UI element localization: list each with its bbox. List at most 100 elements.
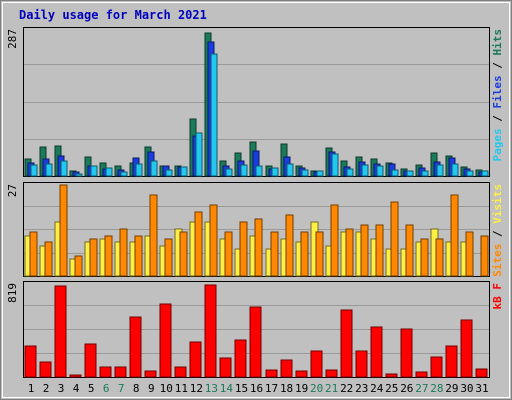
bar-kbf-kb-f-day-12 <box>189 341 202 378</box>
bar-hits-pages-day-21 <box>331 153 339 177</box>
bar-visits-sites-day-30 <box>465 231 474 277</box>
bar-hits-pages-day-15 <box>240 164 248 177</box>
bar-hits-pages-day-19 <box>301 169 309 177</box>
bar-kbf-kb-f-day-17 <box>265 369 278 378</box>
x-tick-label: 10 <box>160 382 173 395</box>
bar-hits-pages-day-31 <box>481 170 489 177</box>
bar-kbf-kb-f-day-2 <box>39 361 52 378</box>
bar-kbf-kb-f-day-7 <box>114 366 127 378</box>
legend-entry-kb-f: kB F <box>491 283 504 310</box>
x-tick-label: 26 <box>400 382 413 395</box>
chart-title: Daily usage for March 2021 <box>19 8 207 22</box>
bar-hits-pages-day-9 <box>150 160 158 177</box>
bar-hits-pages-day-20 <box>316 170 324 177</box>
bar-kbf-kb-f-day-21 <box>325 369 338 378</box>
bar-kbf-kb-f-day-1 <box>24 345 37 378</box>
bar-visits-sites-day-31 <box>480 235 489 277</box>
bar-hits-pages-day-26 <box>406 170 414 177</box>
bar-kbf-kb-f-day-24 <box>370 326 383 378</box>
x-tick-label: 28 <box>430 382 443 395</box>
x-tick-label: 21 <box>325 382 338 395</box>
bar-hits-pages-day-1 <box>30 164 38 177</box>
x-tick-label: 14 <box>220 382 234 395</box>
bar-kbf-kb-f-day-19 <box>295 370 308 378</box>
x-tick-label: 13 <box>205 382 218 395</box>
bar-hits-pages-day-11 <box>180 166 188 177</box>
bar-kbf-kb-f-day-22 <box>340 309 353 378</box>
bar-kbf-kb-f-day-20 <box>310 350 323 378</box>
bar-hits-pages-day-5 <box>90 165 98 177</box>
bar-hits-pages-day-14 <box>225 168 233 177</box>
bar-hits-pages-day-22 <box>346 168 354 177</box>
bar-visits-sites-day-18 <box>285 214 294 277</box>
x-tick-label: 31 <box>475 382 488 395</box>
bar-kbf-kb-f-day-30 <box>460 319 473 378</box>
bar-visits-sites-day-23 <box>360 224 369 277</box>
x-tick-label: 19 <box>295 382 308 395</box>
bar-kbf-kb-f-day-5 <box>84 343 97 378</box>
legend-entry-pages: Pages <box>491 128 504 161</box>
bar-hits-pages-day-27 <box>421 170 429 177</box>
legend-entry-hits: Hits <box>491 29 504 56</box>
x-tick-label: 11 <box>175 382 188 395</box>
bar-kbf-kb-f-day-29 <box>445 345 458 378</box>
x-tick-label: 8 <box>133 382 140 395</box>
bar-visits-sites-day-20 <box>315 231 324 277</box>
bar-visits-sites-day-13 <box>209 204 218 277</box>
x-tick-label: 30 <box>460 382 473 395</box>
panel-hits-max-label: 287 <box>6 29 19 49</box>
bar-kbf-kb-f-day-4 <box>69 374 82 378</box>
legend-separator: / <box>491 224 504 244</box>
bar-visits-sites-day-22 <box>345 228 354 277</box>
bar-hits-pages-day-8 <box>135 163 143 177</box>
bar-kbf-kb-f-day-15 <box>234 339 247 378</box>
x-tick-label: 15 <box>235 382 248 395</box>
x-tick-label: 24 <box>370 382 384 395</box>
bar-visits-sites-day-6 <box>104 235 113 277</box>
bar-hits-pages-day-13 <box>210 53 218 177</box>
x-tick-label: 12 <box>190 382 203 395</box>
panel-visits-max-label: 27 <box>6 184 19 197</box>
bar-kbf-kb-f-day-6 <box>99 366 112 378</box>
bar-visits-sites-day-21 <box>330 204 339 277</box>
bar-hits-pages-day-4 <box>75 173 83 177</box>
x-tick-label: 23 <box>355 382 368 395</box>
bar-kbf-kb-f-day-27 <box>415 371 428 378</box>
legend-separator: / <box>491 109 504 129</box>
legend-separator: / <box>491 56 504 76</box>
bar-visits-sites-day-8 <box>134 235 143 277</box>
bar-visits-sites-day-10 <box>164 238 173 277</box>
bar-visits-sites-day-25 <box>390 201 399 277</box>
x-tick-label: 2 <box>43 382 50 395</box>
bar-visits-sites-day-27 <box>420 238 429 277</box>
x-tick-label: 4 <box>73 382 80 395</box>
bar-hits-pages-day-7 <box>120 171 128 177</box>
bar-visits-sites-day-15 <box>239 221 248 277</box>
bar-hits-pages-day-12 <box>195 132 203 177</box>
x-tick-label: 5 <box>88 382 95 395</box>
bar-visits-sites-day-4 <box>74 255 83 277</box>
x-tick-label: 17 <box>265 382 278 395</box>
x-tick-label: 9 <box>148 382 155 395</box>
x-tick-label: 1 <box>28 382 35 395</box>
panel-hits-legend: Pages / Files / Hits <box>491 29 504 162</box>
panel-hits: 287 Pages / Files / Hits <box>6 27 504 177</box>
bar-visits-sites-day-2 <box>44 241 53 277</box>
bar-hits-pages-day-10 <box>165 169 173 177</box>
bar-visits-sites-day-28 <box>435 238 444 277</box>
bar-visits-sites-day-17 <box>270 231 279 277</box>
bar-visits-sites-day-14 <box>224 231 233 277</box>
bar-hits-pages-day-28 <box>436 164 444 177</box>
bar-kbf-kb-f-day-18 <box>280 359 293 378</box>
x-tick-label: 29 <box>445 382 458 395</box>
bar-hits-pages-day-24 <box>376 165 384 177</box>
bar-kbf-kb-f-day-13 <box>204 284 217 378</box>
bar-hits-pages-day-2 <box>45 163 53 177</box>
bar-kbf-kb-f-day-28 <box>430 356 443 378</box>
bar-kbf-kb-f-day-8 <box>129 316 142 378</box>
bar-hits-pages-day-17 <box>271 167 279 177</box>
x-tick-label: 16 <box>250 382 263 395</box>
x-tick-label: 3 <box>58 382 65 395</box>
